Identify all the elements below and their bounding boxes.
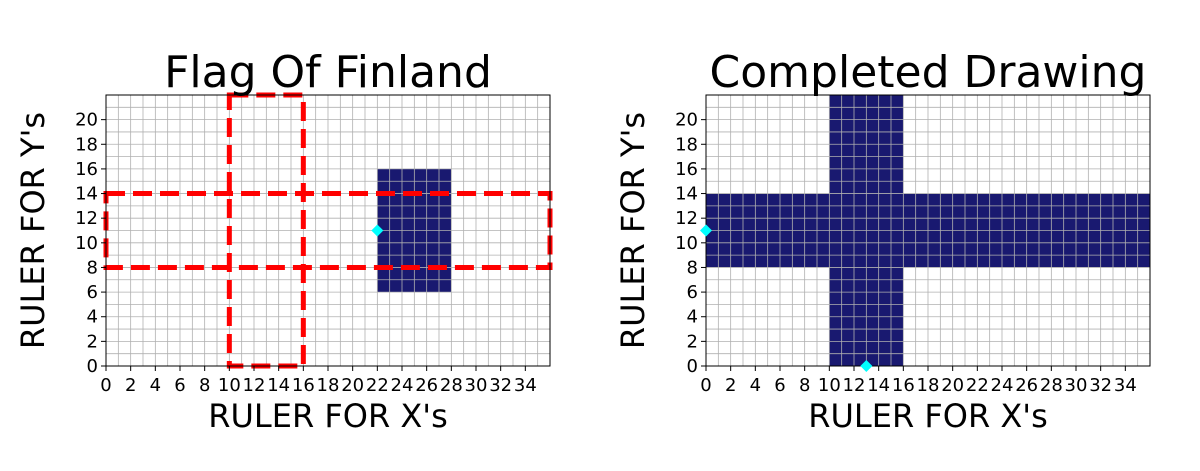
diamond-marker-2 (860, 360, 873, 372)
grid (706, 95, 1150, 366)
x-tick-label: 4 (150, 375, 161, 396)
x-tick-label: 18 (917, 375, 940, 396)
dashed-rect-2 (103, 191, 553, 270)
y-tick-label: 14 (675, 184, 698, 205)
x-tick-label: 10 (818, 375, 841, 396)
y-tick-label: 16 (675, 159, 698, 180)
y-tick-label: 18 (75, 134, 98, 155)
y-tick-label: 2 (687, 331, 698, 352)
x-tick-label: 14 (267, 375, 290, 396)
x-tick-label: 28 (440, 375, 463, 396)
y-tick-label: 8 (87, 257, 98, 278)
x-tick-label: 14 (867, 375, 890, 396)
y-tick-label: 20 (75, 110, 98, 131)
x-axis-label: RULER FOR X's (808, 397, 1048, 435)
x-tick-label: 12 (843, 375, 866, 396)
x-tick-label: 24 (991, 375, 1014, 396)
x-tick-label: 22 (966, 375, 989, 396)
y-tick-label: 4 (687, 307, 698, 328)
x-tick-label: 28 (1040, 375, 1063, 396)
x-tick-label: 32 (489, 375, 512, 396)
y-tick-label: 18 (675, 134, 698, 155)
y-tick-label: 20 (675, 110, 698, 131)
x-tick-label: 0 (100, 375, 111, 396)
x-tick-label: 34 (1114, 375, 1137, 396)
x-tick-label: 24 (391, 375, 414, 396)
y-tick-label: 6 (87, 282, 98, 303)
y-tick-label: 16 (75, 159, 98, 180)
y-tick-label: 4 (87, 307, 98, 328)
y-tick-label: 12 (75, 208, 98, 229)
x-tick-label: 34 (514, 375, 537, 396)
diamond-marker-1 (371, 224, 384, 237)
x-tick-label: 26 (415, 375, 438, 396)
x-tick-label: 30 (1065, 375, 1088, 396)
y-tick-label: 10 (75, 233, 98, 254)
x-tick-label: 20 (341, 375, 364, 396)
x-tick-label: 2 (125, 375, 136, 396)
y-tick-label: 6 (687, 282, 698, 303)
x-tick-label: 4 (750, 375, 761, 396)
diamond-marker-1 (700, 224, 712, 237)
x-tick-label: 18 (317, 375, 340, 396)
x-tick-label: 8 (799, 375, 810, 396)
x-tick-label: 30 (465, 375, 488, 396)
chart-panel-2: 0 2 4 6 8 10 12 14 16 18 20 22 24 26 28 30 32 34024681012… (614, 47, 1151, 435)
x-tick-label: 6 (774, 375, 785, 396)
y-tick-label: 12 (675, 208, 698, 229)
chart-title: Completed Drawing (710, 47, 1147, 98)
x-axis-label: RULER FOR X's (208, 397, 448, 435)
y-tick-label: 10 (675, 233, 698, 254)
x-tick-label: 20 (941, 375, 964, 396)
grid (106, 95, 550, 366)
x-tick-label: 16 (292, 375, 315, 396)
chart-title: Flag Of Finland (164, 47, 492, 98)
x-tick-label: 6 (174, 375, 185, 396)
y-axis-label: RULER FOR Y's (614, 112, 652, 349)
x-tick-label: 10 (218, 375, 241, 396)
y-tick-label: 2 (87, 331, 98, 352)
y-tick-label: 14 (75, 184, 98, 205)
y-tick-label: 8 (687, 257, 698, 278)
chart-panel-1: 0 2 4 6 8 10 12 14 16 18 20 22 24 26 28 30 32 34024681012… (14, 47, 553, 435)
x-tick-label: 2 (725, 375, 736, 396)
x-tick-label: 8 (199, 375, 210, 396)
y-tick-label: 0 (87, 356, 98, 377)
x-tick-label: 0 (700, 375, 711, 396)
x-tick-label: 32 (1089, 375, 1112, 396)
y-tick-label: 0 (687, 356, 698, 377)
x-tick-label: 12 (243, 375, 266, 396)
y-axis-label: RULER FOR Y's (14, 112, 52, 349)
x-tick-label: 22 (366, 375, 389, 396)
x-tick-label: 26 (1015, 375, 1038, 396)
x-tick-label: 16 (892, 375, 915, 396)
